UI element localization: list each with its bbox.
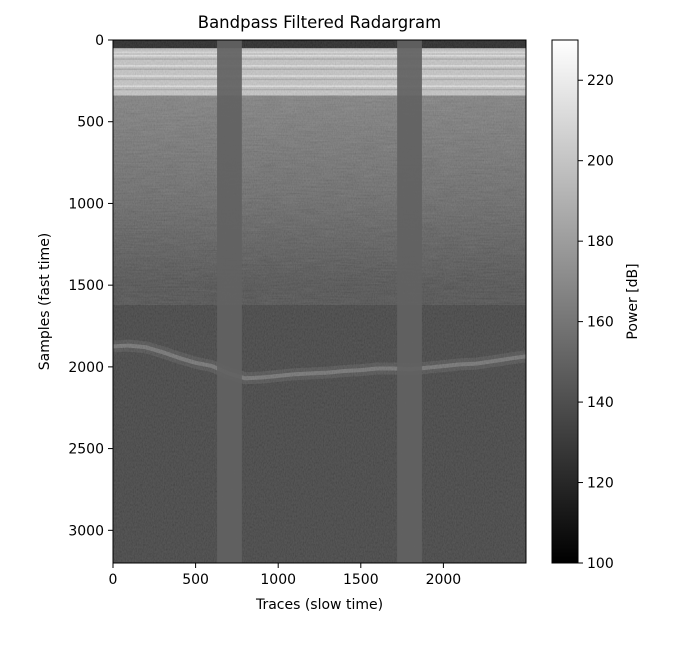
gap-column-2 [397, 40, 422, 563]
colorbar-axis: 100 120 140 160 180 200 220 [578, 73, 614, 572]
colorbar-tick-label: 200 [587, 154, 614, 170]
colorbar-tick-label: 120 [587, 476, 614, 492]
x-tick-label: 1000 [260, 572, 296, 588]
y-tick-label: 500 [77, 115, 104, 131]
x-axis-label: Traces (slow time) [255, 597, 383, 613]
y-tick-label: 0 [95, 33, 104, 49]
colorbar-tick-label: 100 [587, 556, 614, 572]
plot-frame [112, 39, 527, 564]
x-tick-label: 500 [182, 572, 209, 588]
x-tick-label: 0 [109, 572, 118, 588]
x-tick-label: 1500 [343, 572, 379, 588]
colorbar-tick-label: 180 [587, 234, 614, 250]
radargram-image [113, 40, 526, 563]
y-axis-label: Samples (fast time) [37, 233, 53, 371]
y-axis: 0 500 1000 1500 2000 2500 3000 [68, 33, 113, 539]
y-tick-label: 2000 [68, 360, 104, 376]
chart-title: Bandpass Filtered Radargram [198, 13, 442, 32]
y-tick-label: 2500 [68, 442, 104, 458]
gap-column-1 [217, 40, 242, 563]
colorbar [551, 39, 579, 564]
colorbar-tick-label: 140 [587, 395, 614, 411]
colorbar-label: Power [dB] [625, 263, 641, 339]
streak-texture [113, 95, 526, 305]
x-axis: 0 500 1000 1500 2000 [109, 563, 462, 588]
colorbar-tick-label: 160 [587, 315, 614, 331]
x-tick-label: 2000 [426, 572, 462, 588]
y-tick-label: 1000 [68, 196, 104, 212]
colorbar-tick-label: 220 [587, 73, 614, 89]
y-tick-label: 1500 [68, 278, 104, 294]
y-tick-label: 3000 [68, 523, 104, 539]
